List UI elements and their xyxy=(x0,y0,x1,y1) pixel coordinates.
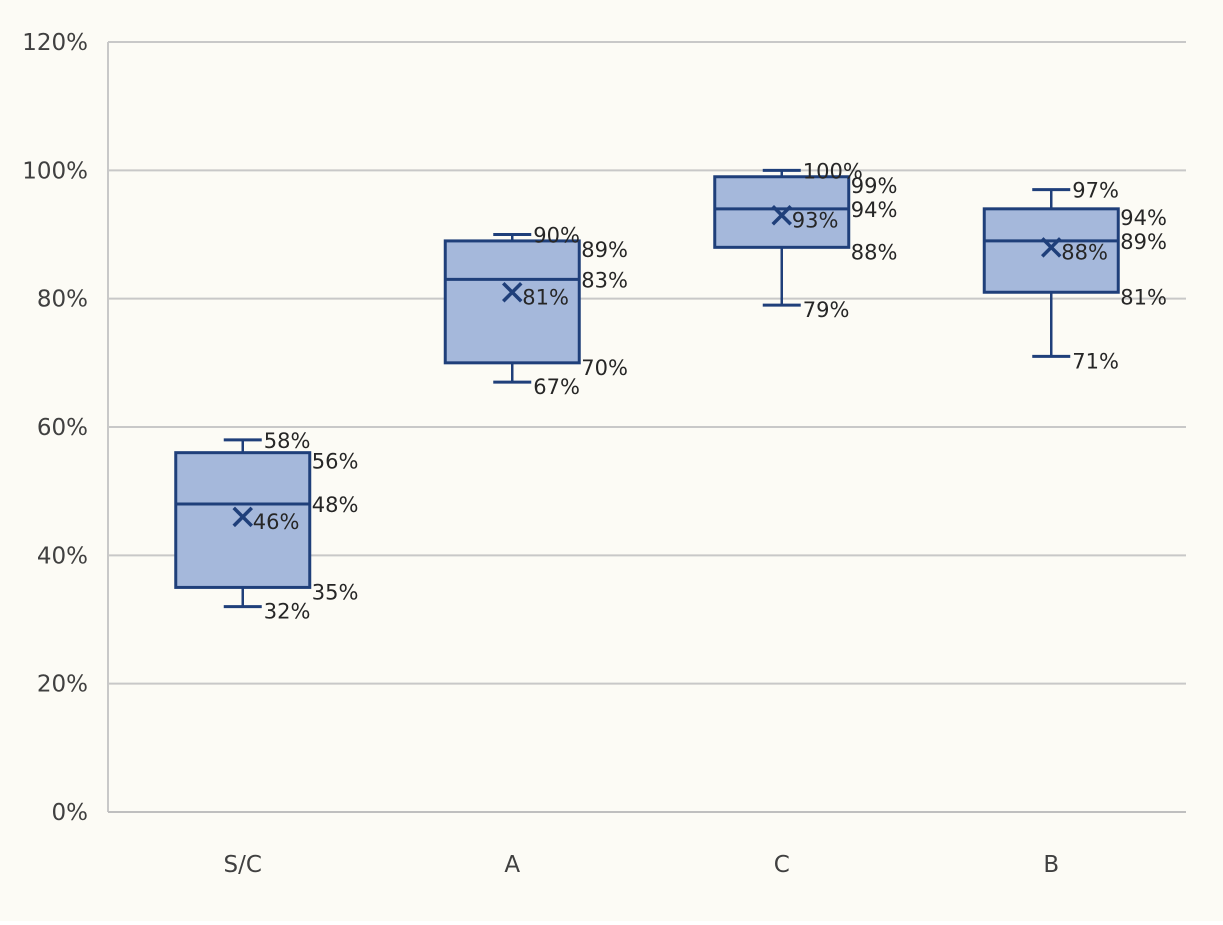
data-label-median: 48% xyxy=(312,493,359,517)
x-tick-label: S/C xyxy=(224,852,262,878)
data-label-max: 97% xyxy=(1072,179,1119,203)
data-label-median: 83% xyxy=(581,268,628,292)
y-tick-label: 80% xyxy=(37,287,88,313)
data-label-min: 79% xyxy=(803,298,850,322)
data-label-q1: 70% xyxy=(581,356,628,380)
mean-marker xyxy=(232,506,253,528)
data-label-mean: 88% xyxy=(1061,240,1108,264)
data-label-max: 58% xyxy=(264,429,311,453)
y-tick-label: 0% xyxy=(52,800,89,826)
data-label-q3: 94% xyxy=(1120,206,1167,230)
iqr-box xyxy=(713,175,851,249)
data-label-q1: 81% xyxy=(1120,285,1167,309)
data-label-median: 94% xyxy=(851,198,898,222)
x-tick-label: A xyxy=(504,852,520,878)
axes: 0% 20% 40% 60% 80% 100% 120% S/C A C B xyxy=(22,30,1186,878)
data-label-mean: 46% xyxy=(253,510,300,534)
iqr-box xyxy=(174,451,312,589)
data-label-q1: 35% xyxy=(312,580,359,604)
data-label-min: 67% xyxy=(533,375,580,399)
data-label-max: 90% xyxy=(533,224,580,248)
box-c xyxy=(713,168,851,307)
data-label-q3: 89% xyxy=(581,238,628,262)
data-label-min: 32% xyxy=(264,600,311,624)
data-label-mean: 93% xyxy=(792,208,839,232)
iqr-box xyxy=(982,207,1120,294)
x-tick-label: C xyxy=(774,852,790,878)
y-tick-label: 20% xyxy=(37,672,88,698)
data-label-q1: 88% xyxy=(851,240,898,264)
y-tick-label: 60% xyxy=(37,415,88,441)
data-label-q3: 99% xyxy=(851,174,898,198)
data-label-max: 100% xyxy=(803,159,863,183)
data-label-median: 89% xyxy=(1120,230,1167,254)
mean-marker xyxy=(771,205,792,226)
y-tick-label: 40% xyxy=(37,543,88,569)
data-label-min: 71% xyxy=(1072,349,1119,373)
y-tick-label: 100% xyxy=(22,158,88,184)
y-tick-label: 120% xyxy=(22,30,88,56)
data-label-mean: 81% xyxy=(522,285,569,309)
box-b xyxy=(982,188,1120,358)
box-s-c xyxy=(174,438,312,609)
data-label-q3: 56% xyxy=(312,450,359,474)
mean-marker xyxy=(502,282,523,303)
x-tick-label: B xyxy=(1043,852,1059,878)
data-labels: 58%56%48%46%35%32%90%89%83%81%70%67%100%… xyxy=(253,159,1167,623)
box-a xyxy=(443,233,581,384)
mean-marker xyxy=(1041,237,1062,258)
iqr-box xyxy=(443,239,581,365)
boxes xyxy=(174,168,1120,609)
